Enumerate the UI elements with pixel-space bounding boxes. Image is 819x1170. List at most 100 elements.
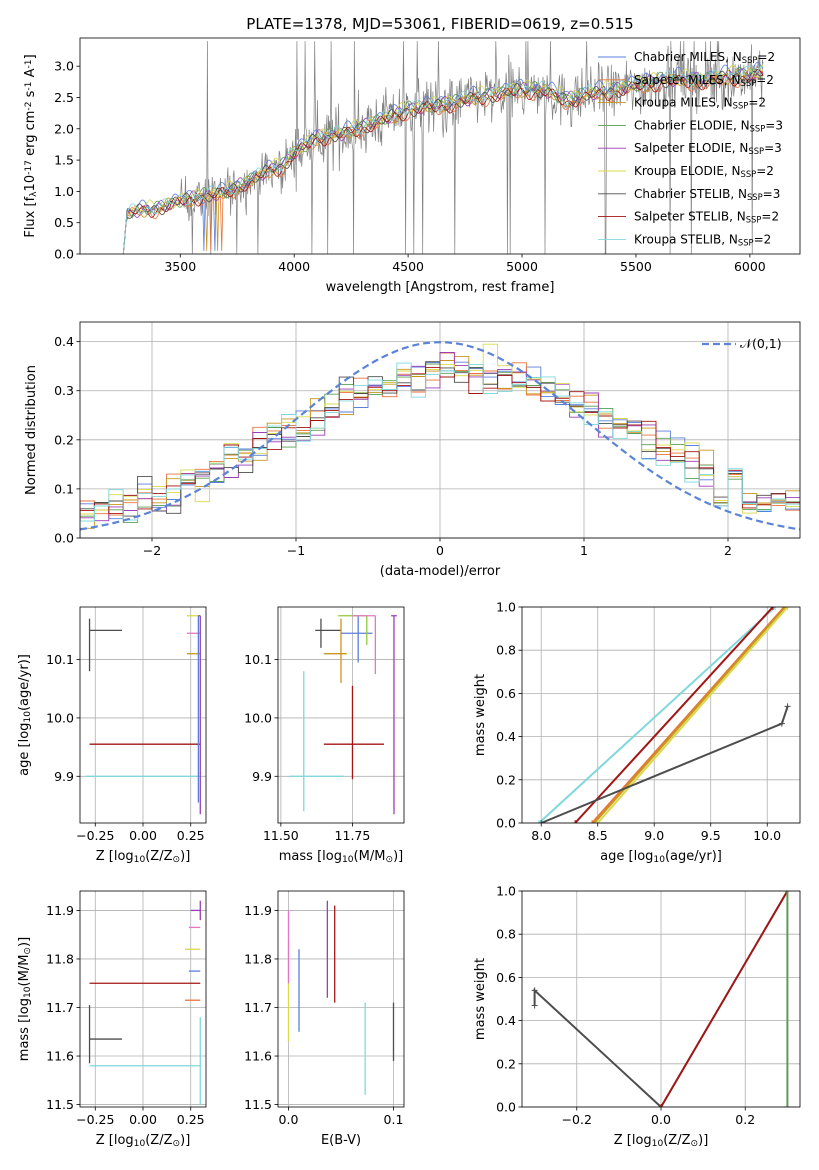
mass-weight-line [596,607,789,823]
plot-area [535,607,791,823]
y-tick-label: 0.3 [54,383,74,398]
y-tick-label: 11.9 [46,903,74,918]
panel-mass-age: 11.50 11.75 9.9 10.0 10.1 mass [log10(M/M⊙)] [244,606,405,865]
legend-label: 𝒩(0,1) [740,336,782,351]
axes-frame [79,37,801,255]
x-tick-label: 11.50 [263,828,299,843]
y-tick-label: 10.0 [46,710,74,725]
data-spectrum-line [122,41,764,254]
legend-label: Chabrier STELIB, NSSP=3 [634,187,780,202]
y-tick-label: 11.5 [244,1097,272,1112]
mass-weight-marker [784,1104,791,1107]
x-tick-label: 8.5 [588,828,608,843]
x-tick-label: 1 [580,543,588,558]
plot-area [88,900,201,1105]
y-tick-label: 2.5 [54,90,74,105]
axes-frame [79,890,207,1108]
mass-weight-marker [572,820,579,823]
mass-weight-marker [538,820,545,823]
y-tick-label: 3.0 [54,59,74,74]
x-tick-label: 5000 [506,259,538,274]
y-tick-label: 0.8 [496,927,516,942]
y-tick-label: 0.8 [496,643,516,658]
plot-area [80,341,800,538]
y-tick-label: 0.4 [54,334,74,349]
y-axis-label: Flux [fλ10-17 erg cm-2 s-1 A-1] [23,54,39,237]
plot-area [287,900,395,1095]
mass-weight-marker [594,820,601,823]
x-tick-label: 4000 [278,259,310,274]
x-axis-label: Z [log10(Z/Z⊙)] [96,849,191,865]
x-axis-label: Z [log10(Z/Z⊙)] [614,1133,709,1149]
y-tick-label: 0.0 [54,531,74,546]
axes-frame [277,890,405,1108]
y-tick-label: 9.9 [54,769,74,784]
x-axis-label: (data-model)/error [380,564,501,579]
y-tick-label: 11.5 [46,1097,74,1112]
panel-Z-weight: −0.2 0.0 0.2 0.0 0.2 0.4 0.6 0.8 1.0 Z [log10(Z/Z… [473,884,801,1149]
y-tick-label: 0.2 [496,1056,516,1071]
axes-frame [521,890,801,1108]
y-axis-label: age [log10(age/yr)] [17,654,33,776]
y-tick-label: 11.6 [46,1049,74,1064]
x-tick-label: −0.25 [76,828,114,843]
y-tick-label: 10.0 [244,710,272,725]
panel-Z-age: −0.25 0.00 0.25 9.9 10.0 10.1 Z [log10(Z/Z⊙)] a… [17,606,207,865]
legend-label: Salpeter STELIB, NSSP=2 [634,210,779,225]
x-tick-label: 0.1 [384,1112,404,1127]
mass-weight-marker [531,987,538,994]
x-tick-label: 8.0 [531,828,551,843]
mass-weight-marker [784,703,791,710]
y-tick-label: 2.0 [54,121,74,136]
axes-frame [277,606,405,824]
legend-label: Kroupa STELIB, NSSP=2 [634,232,771,247]
mass-weight-marker [589,820,596,823]
plot-area [122,41,764,254]
y-tick-label: 1.0 [496,884,516,899]
mass-weight-marker [769,607,776,610]
x-tick-label: 0.0 [279,1112,299,1127]
y-tick-label: 0.4 [496,1013,516,1028]
y-tick-label: 1.5 [54,153,74,168]
x-axis-label: wavelength [Angstrom, rest frame] [326,280,555,295]
model-spectrum-line [122,61,764,254]
y-tick-label: 0.5 [54,215,74,230]
x-axis-label: mass [log10(M/M⊙)] [279,849,403,865]
y-axis-label: mass weight [473,958,488,1040]
y-tick-label: 0.6 [496,970,516,985]
plot-area [289,615,397,815]
x-tick-label: −0.2 [562,1112,592,1127]
legend-label: Chabrier MILES, NSSP=2 [634,50,775,65]
gaussian-reference-line [80,341,800,531]
legend-label: Salpeter MILES, NSSP=2 [634,73,774,88]
plot-area [85,615,201,815]
mass-weight-marker [778,720,785,727]
y-tick-label: 0.2 [54,432,74,447]
y-axis-label: mass weight [473,674,488,756]
x-tick-label: 3500 [164,259,196,274]
panel-spectrum: 3500 4000 4500 5000 5500 6000 0.0 0.5 1.0 1.5 2.0 2… [23,37,801,295]
model-spectrum-line [122,65,764,254]
mass-weight-line [538,607,776,823]
panel-residuals: −2 −1 0 1 2 0.0 0.1 0.2 0.3 0.4 (data-model)/error… [24,321,801,579]
x-tick-label: 0.00 [129,1112,157,1127]
y-tick-label: 11.6 [244,1049,272,1064]
x-tick-label: 4500 [392,259,424,274]
y-tick-label: 0.0 [54,247,74,262]
x-tick-label: −1 [287,543,305,558]
axes-frame [79,606,207,824]
y-tick-label: 11.7 [244,1000,272,1015]
x-tick-label: 10.0 [753,828,781,843]
x-axis-label: E(B-V) [321,1133,361,1148]
x-tick-label: 0.0 [651,1112,671,1127]
y-tick-label: 11.8 [244,951,272,966]
y-tick-label: 0.0 [496,816,516,831]
x-tick-label: −0.25 [76,1112,114,1127]
legend-label: Kroupa ELODIE, NSSP=2 [634,164,774,179]
y-tick-label: 11.7 [46,1000,74,1015]
panel-Z-mass: −0.25 0.00 0.25 11.5 11.6 11.7 11.8 11.9 Z [log1… [17,890,207,1149]
mass-weight-line [533,988,662,1107]
mass-weight-line [574,607,774,823]
x-tick-label: 9.5 [701,828,721,843]
y-tick-label: 10.1 [244,652,272,667]
